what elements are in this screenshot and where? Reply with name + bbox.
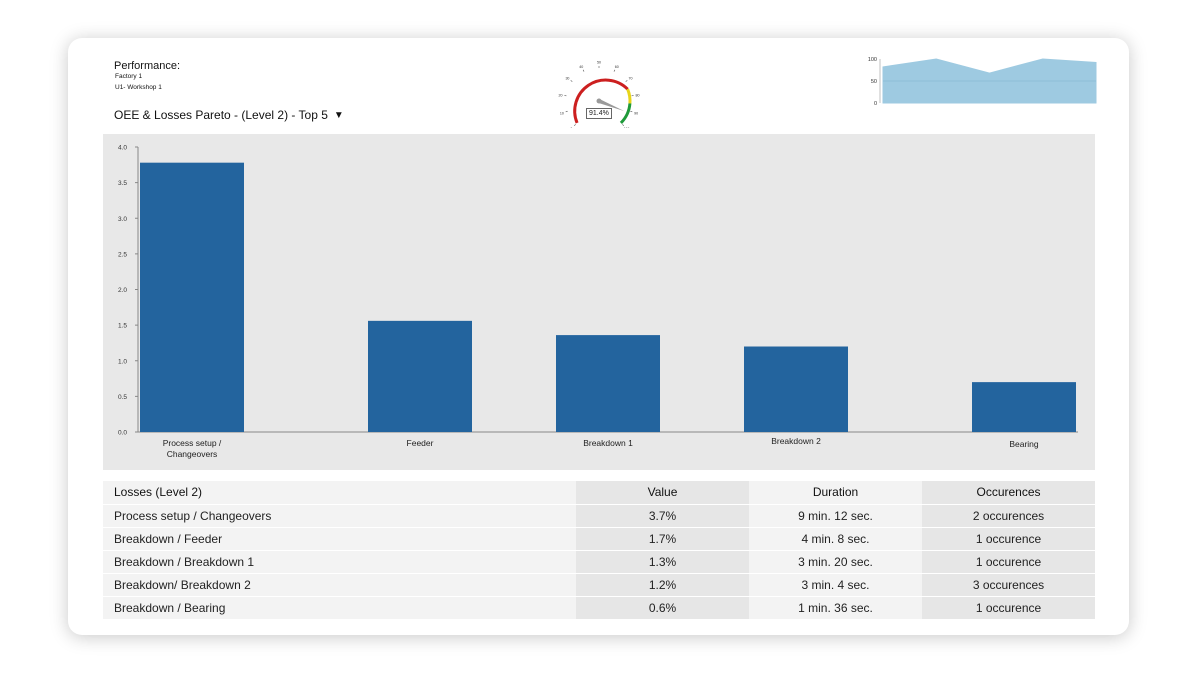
gauge-tick-mark bbox=[622, 124, 624, 126]
cell-value: 3.7% bbox=[576, 504, 749, 528]
cell-duration: 1 min. 36 sec. bbox=[749, 596, 922, 620]
y-tick-label: 0.5 bbox=[118, 394, 127, 401]
oee-gauge: 0 10 20 30 40 50 60 70 80 90 100 bbox=[558, 61, 640, 129]
cell-occurences: 1 occurence bbox=[922, 550, 1095, 574]
gauge-tick-mark bbox=[570, 80, 573, 82]
header-duration: Duration bbox=[749, 481, 922, 505]
y-tick-label: 3.5 bbox=[118, 180, 127, 187]
cell-occurences: 1 occurence bbox=[922, 596, 1095, 620]
trend-sparkline: 100 50 0 bbox=[868, 57, 1097, 106]
header-value: Value bbox=[576, 481, 749, 505]
x-tick-label: Process setup / bbox=[163, 438, 222, 448]
cell-duration: 4 min. 8 sec. bbox=[749, 527, 922, 551]
gauge-tick-label: 60 bbox=[615, 65, 619, 69]
y-tick-label: 1.0 bbox=[118, 358, 127, 365]
header-occurences: Occurences bbox=[922, 481, 1095, 505]
gauge-tick-label: 100 bbox=[624, 127, 630, 128]
bar bbox=[140, 162, 244, 433]
gauge-needle bbox=[598, 99, 625, 112]
cell-duration: 9 min. 12 sec. bbox=[749, 504, 922, 528]
performance-title: Performance: bbox=[114, 60, 181, 72]
cell-value: 1.3% bbox=[576, 550, 749, 574]
pareto-chart-svg: 0.0 0.5 1.0 1.5 2.0 2.5 3.0 3.5 4.0 Process setup… bbox=[118, 145, 1078, 459]
gauge-tick-label: 10 bbox=[560, 112, 564, 116]
gauge-tick-label: 0 bbox=[570, 127, 572, 128]
caret-down-icon: ▼ bbox=[333, 109, 344, 121]
y-tick-label: 0.0 bbox=[118, 430, 127, 437]
losses-table: Losses (Level 2) Value Duration Occurenc… bbox=[103, 481, 1095, 620]
sparkline-tick-label: 50 bbox=[871, 79, 877, 85]
gauge-tick-mark bbox=[565, 110, 568, 113]
cell-loss: Breakdown / Bearing bbox=[103, 596, 576, 620]
cell-value: 0.6% bbox=[576, 596, 749, 620]
gauge-tick-mark bbox=[582, 69, 585, 72]
bar bbox=[368, 320, 472, 432]
gauge-tick-label: 50 bbox=[597, 61, 601, 65]
gauge-tick-mark bbox=[630, 110, 633, 113]
gauge-tick-label: 30 bbox=[565, 77, 569, 81]
gauge-value-label: 91.4% bbox=[586, 108, 612, 119]
gauge-tick-mark bbox=[625, 80, 628, 82]
y-tick-label: 4.0 bbox=[118, 145, 127, 152]
x-tick-label: Changeovers bbox=[167, 449, 218, 459]
table-row: Breakdown/ Breakdown 2 1.2% 3 min. 4 sec… bbox=[103, 573, 1095, 597]
sparkline-tick-label: 100 bbox=[868, 57, 877, 63]
cell-loss: Breakdown / Breakdown 1 bbox=[103, 550, 576, 574]
gauge-red-band bbox=[573, 78, 629, 124]
y-tick-label: 1.5 bbox=[118, 323, 127, 330]
gauge-tick-label: 80 bbox=[636, 93, 640, 97]
x-tick-label: Bearing bbox=[1009, 439, 1039, 449]
x-tick-label: Breakdown 1 bbox=[583, 438, 633, 448]
x-tick-label: Feeder bbox=[407, 438, 434, 448]
y-tick-label: 2.5 bbox=[118, 251, 127, 258]
table-row: Breakdown / Feeder 1.7% 4 min. 8 sec. 1 … bbox=[103, 527, 1095, 551]
y-tick-label: 2.0 bbox=[118, 287, 127, 294]
bar bbox=[972, 382, 1076, 432]
cell-occurences: 2 occurences bbox=[922, 504, 1095, 528]
cell-loss: Breakdown/ Breakdown 2 bbox=[103, 573, 576, 597]
cell-loss: Process setup / Changeovers bbox=[103, 504, 576, 528]
cell-occurences: 3 occurences bbox=[922, 573, 1095, 597]
bar bbox=[556, 335, 660, 432]
bar bbox=[744, 346, 848, 432]
y-tick-label: 3.0 bbox=[118, 216, 127, 223]
cell-value: 1.7% bbox=[576, 527, 749, 551]
gauge-tick-mark bbox=[613, 69, 616, 72]
sparkline-tick-label: 0 bbox=[874, 101, 877, 106]
pareto-chart: 0.0 0.5 1.0 1.5 2.0 2.5 3.0 3.5 4.0 Process setup… bbox=[103, 134, 1095, 470]
factory-label: Factory 1 bbox=[115, 73, 143, 80]
x-tick-label: Breakdown 2 bbox=[771, 436, 821, 446]
gauge-tick-label: 90 bbox=[634, 112, 638, 116]
header-losses: Losses (Level 2) bbox=[103, 481, 576, 505]
dashboard-card: Performance: Factory 1 U1- Workshop 1 OE… bbox=[68, 38, 1129, 635]
table-header-row: Losses (Level 2) Value Duration Occurenc… bbox=[103, 481, 1095, 505]
table-row: Process setup / Changeovers 3.7% 9 min. … bbox=[103, 504, 1095, 528]
table-row: Breakdown / Bearing 0.6% 1 min. 36 sec. … bbox=[103, 596, 1095, 620]
pareto-title-label: OEE & Losses Pareto - (Level 2) - Top 5 bbox=[114, 108, 328, 122]
gauge-tick-label: 20 bbox=[558, 93, 562, 97]
gauge-green-band bbox=[619, 103, 632, 124]
cell-duration: 3 min. 20 sec. bbox=[749, 550, 922, 574]
cell-value: 1.2% bbox=[576, 573, 749, 597]
cell-duration: 3 min. 4 sec. bbox=[749, 573, 922, 597]
workshop-label: U1- Workshop 1 bbox=[115, 84, 162, 91]
gauge-hub bbox=[596, 98, 602, 104]
gauge-yellow-band bbox=[626, 88, 632, 104]
cell-loss: Breakdown / Feeder bbox=[103, 527, 576, 551]
gauge-tick-label: 70 bbox=[629, 77, 633, 81]
cell-occurences: 1 occurence bbox=[922, 527, 1095, 551]
pareto-dropdown[interactable]: OEE & Losses Pareto - (Level 2) - Top 5 … bbox=[114, 108, 344, 122]
gauge-tick-mark bbox=[574, 124, 576, 126]
gauge-tick-label: 40 bbox=[579, 65, 583, 69]
table-row: Breakdown / Breakdown 1 1.3% 3 min. 20 s… bbox=[103, 550, 1095, 574]
